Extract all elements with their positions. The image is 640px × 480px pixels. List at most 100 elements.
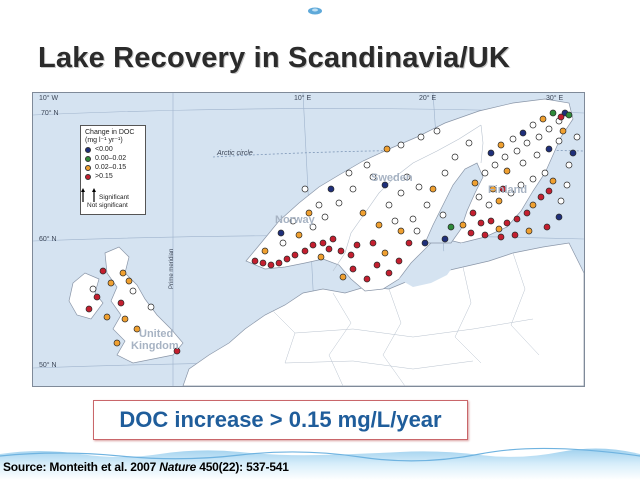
- lake-site-marker: [481, 169, 489, 177]
- lake-site-marker: [545, 187, 553, 195]
- legend-item: 0.00–0.02: [85, 154, 141, 163]
- lake-site-marker: [349, 265, 357, 273]
- lake-site-marker: [375, 221, 383, 229]
- lake-site-marker: [503, 219, 511, 227]
- lake-site-marker: [507, 189, 515, 197]
- lake-site-marker: [359, 209, 367, 217]
- lake-site-marker: [279, 239, 287, 247]
- lake-site-marker: [529, 175, 537, 183]
- lake-site-marker: [441, 235, 449, 243]
- lake-site-marker: [335, 199, 343, 207]
- lake-site-marker: [417, 133, 425, 141]
- lake-site-marker: [497, 141, 505, 149]
- lake-site-marker: [259, 259, 267, 267]
- lake-site-marker: [555, 137, 563, 145]
- lake-site-marker: [459, 221, 467, 229]
- source-authors: Monteith et al. 2007: [49, 460, 157, 474]
- lon-label-10w: 10° W: [39, 95, 59, 102]
- slide-title: Lake Recovery in Scandinavia/UK: [38, 42, 511, 74]
- lake-site-marker: [469, 209, 477, 217]
- lake-site-marker: [385, 269, 393, 277]
- lake-site-marker: [395, 257, 403, 265]
- lake-site-marker: [499, 185, 507, 193]
- lake-site-marker: [529, 121, 537, 129]
- lake-site-marker: [555, 213, 563, 221]
- lake-site-marker: [391, 217, 399, 225]
- legend-units: (mg l⁻¹ yr⁻¹): [85, 137, 123, 144]
- lake-site-marker: [113, 339, 121, 347]
- lake-site-marker: [489, 185, 497, 193]
- lake-site-marker: [485, 201, 493, 209]
- lake-site-marker: [277, 229, 285, 237]
- source-label: Source:: [3, 460, 47, 474]
- country-label-kingdom: Kingdom: [131, 340, 179, 352]
- source-citation-numbers: 450(22): 537-541: [199, 460, 289, 474]
- lake-site-marker: [397, 189, 405, 197]
- lake-site-marker: [503, 167, 511, 175]
- lake-site-marker: [543, 223, 551, 231]
- lake-site-marker: [415, 183, 423, 191]
- lake-site-marker: [421, 239, 429, 247]
- lake-site-marker: [319, 239, 327, 247]
- arctic-circle-label: Arctic circle: [217, 150, 253, 157]
- country-label-finland: Finland: [488, 184, 528, 196]
- lake-site-marker: [525, 227, 533, 235]
- not-significant-arrow-icon: [92, 188, 96, 202]
- lon-label-10e: 10° E: [294, 95, 312, 102]
- legend-item: 0.02–0.15: [85, 163, 141, 172]
- lake-site-marker: [363, 275, 371, 283]
- lake-site-marker: [321, 213, 329, 221]
- lake-site-marker: [93, 293, 101, 301]
- lake-site-marker: [549, 177, 557, 185]
- lake-site-marker: [403, 173, 411, 181]
- lake-site-marker: [301, 247, 309, 255]
- lake-site-marker: [173, 347, 181, 355]
- legend-dot-orange: [85, 164, 91, 171]
- lake-site-marker: [447, 223, 455, 231]
- lake-site-marker: [275, 259, 283, 267]
- water-drop-ornament: [308, 7, 322, 15]
- legend-significant: Significant: [99, 194, 129, 201]
- lon-label-20e: 20° E: [419, 95, 437, 102]
- lake-site-marker: [433, 127, 441, 135]
- lake-site-marker: [545, 125, 553, 133]
- lake-site-marker: [251, 257, 259, 265]
- lake-site-marker: [557, 113, 565, 121]
- lon-label-30e: 30° E: [546, 95, 564, 102]
- map-svg: [33, 93, 584, 386]
- lake-site-marker: [523, 139, 531, 147]
- lake-site-marker: [381, 181, 389, 189]
- lake-site-marker: [491, 161, 499, 169]
- lat-label-70n: 70° N: [41, 110, 59, 117]
- lake-site-marker: [373, 261, 381, 269]
- lake-site-marker: [325, 245, 333, 253]
- lake-site-marker: [535, 133, 543, 141]
- lake-site-marker: [481, 231, 489, 239]
- lake-site-marker: [471, 179, 479, 187]
- lake-site-marker: [383, 145, 391, 153]
- lake-site-marker: [317, 253, 325, 261]
- lake-site-marker: [441, 169, 449, 177]
- lake-site-marker: [363, 161, 371, 169]
- lake-site-marker: [487, 149, 495, 157]
- lake-sites: [85, 109, 581, 355]
- lake-site-marker: [513, 215, 521, 223]
- lake-site-marker: [107, 279, 115, 287]
- lake-site-marker: [117, 299, 125, 307]
- lake-site-marker: [125, 277, 133, 285]
- country-label-united: United: [139, 328, 174, 340]
- lake-site-marker: [329, 235, 337, 243]
- lake-site-marker: [309, 241, 317, 249]
- country-label-sweden: Sweden: [371, 172, 413, 184]
- lake-site-marker: [337, 247, 345, 255]
- lake-site-marker: [497, 233, 505, 241]
- lake-site-marker: [573, 133, 581, 141]
- map-legend: Change in DOC (mg l⁻¹ yr⁻¹) <0.00 0.00–0…: [80, 125, 146, 215]
- lake-site-marker: [545, 145, 553, 153]
- lake-site-marker: [565, 111, 573, 119]
- lake-site-marker: [549, 109, 557, 117]
- lake-site-marker: [305, 209, 313, 217]
- lake-site-marker: [397, 227, 405, 235]
- lake-site-marker: [563, 181, 571, 189]
- lake-site-marker: [519, 129, 527, 137]
